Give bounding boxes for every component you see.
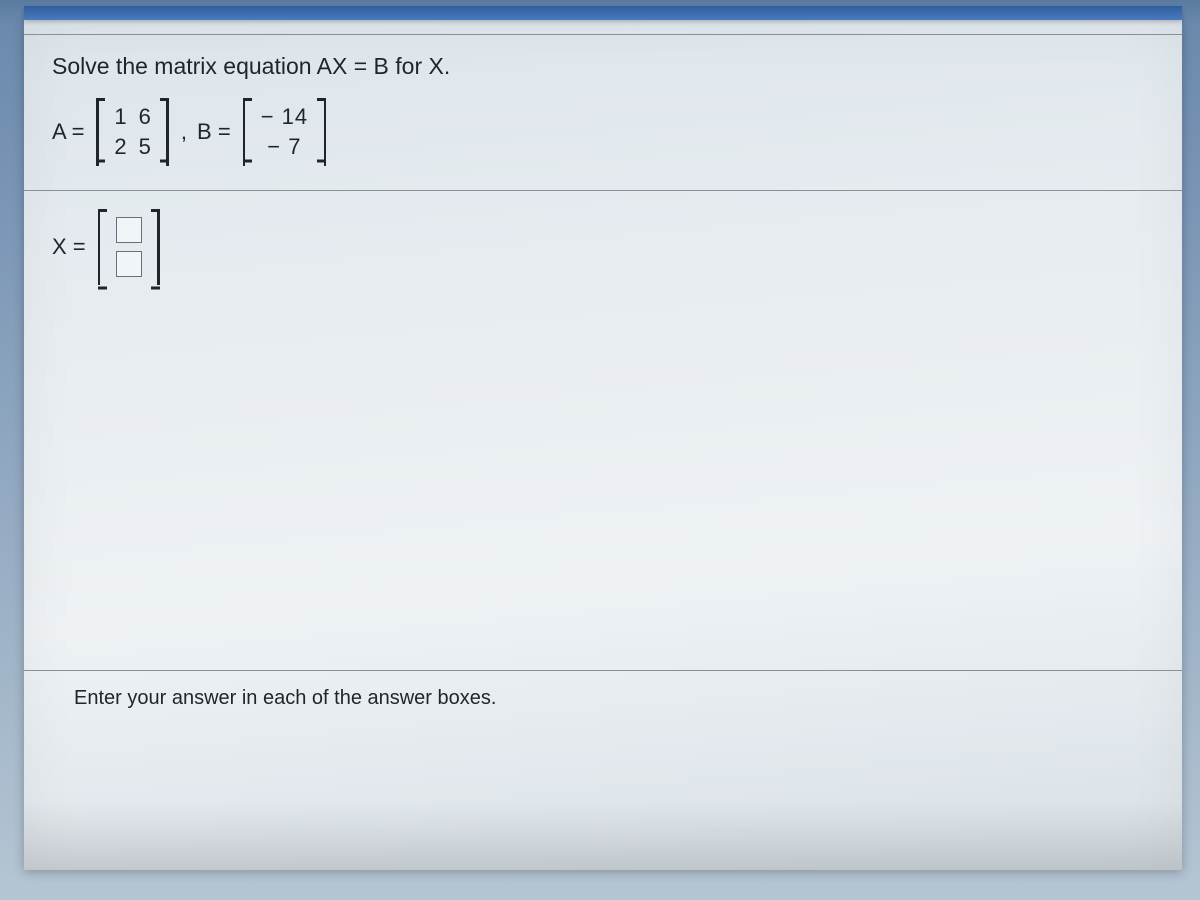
bracket-right-icon xyxy=(316,98,328,166)
label-a-equals: A = xyxy=(52,119,84,145)
label-b-equals: B = xyxy=(197,119,231,145)
matrix-x-body xyxy=(108,209,150,285)
bottom-vignette xyxy=(24,800,1182,870)
bracket-left-icon xyxy=(96,209,108,285)
matrix-b: − 14 − 7 xyxy=(241,98,328,166)
question-panel: Solve the matrix equation AX = B for X. … xyxy=(24,20,1182,870)
matrix-b-cell-0-0: − 14 xyxy=(261,104,308,130)
bracket-right-icon xyxy=(159,98,171,166)
bracket-left-icon xyxy=(241,98,253,166)
answer-section: X = xyxy=(24,190,1182,670)
matrix-a: 1 6 2 5 xyxy=(94,98,171,166)
matrix-b-body: − 14 − 7 xyxy=(253,98,316,166)
question-section: Solve the matrix equation AX = B for X. … xyxy=(24,35,1182,190)
answer-hint: Enter your answer in each of the answer … xyxy=(24,670,1182,728)
bracket-right-icon xyxy=(150,209,162,285)
matrix-a-cell-0-0: 1 xyxy=(114,104,126,130)
separator-comma: , xyxy=(181,119,187,145)
given-matrices-row: A = 1 6 2 5 , B = − 14 − 7 xyxy=(52,98,1154,166)
matrix-a-cell-1-0: 2 xyxy=(114,134,126,160)
top-toolbar-edge xyxy=(24,6,1182,20)
question-prompt: Solve the matrix equation AX = B for X. xyxy=(52,53,1154,80)
answer-input-x1[interactable] xyxy=(116,217,142,243)
matrix-a-cell-1-1: 5 xyxy=(139,134,151,160)
matrix-a-cell-0-1: 6 xyxy=(139,104,151,130)
answer-x-row: X = xyxy=(52,209,1154,285)
label-x-equals: X = xyxy=(52,234,86,260)
matrix-a-body: 1 6 2 5 xyxy=(106,98,159,166)
matrix-x xyxy=(96,209,162,285)
bracket-left-icon xyxy=(94,98,106,166)
matrix-b-cell-1-0: − 7 xyxy=(267,134,301,160)
answer-input-x2[interactable] xyxy=(116,251,142,277)
